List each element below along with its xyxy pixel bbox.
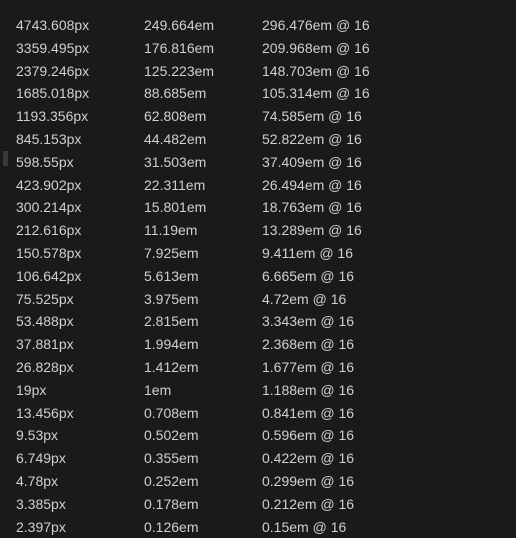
px-cell: 37.881px <box>16 333 144 356</box>
em-at-16-cell: 6.665em @ 16 <box>262 265 500 288</box>
em-at-16-cell: 74.585em @ 16 <box>262 105 500 128</box>
em-at-16-cell: 2.368em @ 16 <box>262 333 500 356</box>
em-cell: 22.311em <box>144 174 262 197</box>
px-cell: 3.385px <box>16 493 144 516</box>
px-cell: 1685.018px <box>16 82 144 105</box>
table-row[interactable]: 1193.356px62.808em74.585em @ 16 <box>16 105 500 128</box>
em-cell: 0.502em <box>144 424 262 447</box>
em-cell: 1em <box>144 379 262 402</box>
px-cell: 423.902px <box>16 174 144 197</box>
table-row[interactable]: 3359.495px176.816em209.968em @ 16 <box>16 37 500 60</box>
em-cell: 249.664em <box>144 14 262 37</box>
table-row[interactable]: 1685.018px88.685em105.314em @ 16 <box>16 82 500 105</box>
em-at-16-cell: 18.763em @ 16 <box>262 196 500 219</box>
px-cell: 13.456px <box>16 402 144 425</box>
em-cell: 5.613em <box>144 265 262 288</box>
px-cell: 75.525px <box>16 288 144 311</box>
px-cell: 1193.356px <box>16 105 144 128</box>
px-cell: 53.488px <box>16 310 144 333</box>
px-cell: 845.153px <box>16 128 144 151</box>
px-cell: 598.55px <box>16 151 144 174</box>
em-cell: 31.503em <box>144 151 262 174</box>
px-cell: 6.749px <box>16 447 144 470</box>
table-row[interactable]: 13.456px0.708em0.841em @ 16 <box>16 402 500 425</box>
em-at-16-cell: 296.476em @ 16 <box>262 14 500 37</box>
px-cell: 4743.608px <box>16 14 144 37</box>
em-at-16-cell: 9.411em @ 16 <box>262 242 500 265</box>
table-row[interactable]: 6.749px0.355em0.422em @ 16 <box>16 447 500 470</box>
px-cell: 3359.495px <box>16 37 144 60</box>
em-at-16-cell: 0.422em @ 16 <box>262 447 500 470</box>
px-cell: 4.78px <box>16 470 144 493</box>
em-at-16-cell: 26.494em @ 16 <box>262 174 500 197</box>
em-at-16-cell: 37.409em @ 16 <box>262 151 500 174</box>
em-cell: 0.252em <box>144 470 262 493</box>
em-cell: 2.815em <box>144 310 262 333</box>
px-cell: 2379.246px <box>16 60 144 83</box>
em-cell: 62.808em <box>144 105 262 128</box>
table-row[interactable]: 106.642px5.613em6.665em @ 16 <box>16 265 500 288</box>
em-cell: 0.126em <box>144 516 262 538</box>
em-cell: 15.801em <box>144 196 262 219</box>
em-at-16-cell: 0.299em @ 16 <box>262 470 500 493</box>
table-row[interactable]: 19px1em1.188em @ 16 <box>16 379 500 402</box>
em-cell: 44.482em <box>144 128 262 151</box>
em-at-16-cell: 52.822em @ 16 <box>262 128 500 151</box>
table-row[interactable]: 26.828px1.412em1.677em @ 16 <box>16 356 500 379</box>
em-at-16-cell: 0.841em @ 16 <box>262 402 500 425</box>
em-cell: 11.19em <box>144 219 262 242</box>
em-at-16-cell: 105.314em @ 16 <box>262 82 500 105</box>
em-at-16-cell: 0.596em @ 16 <box>262 424 500 447</box>
em-cell: 125.223em <box>144 60 262 83</box>
px-cell: 2.397px <box>16 516 144 538</box>
conversion-table: 4743.608px249.664em296.476em @ 163359.49… <box>16 14 500 538</box>
px-cell: 26.828px <box>16 356 144 379</box>
em-at-16-cell: 148.703em @ 16 <box>262 60 500 83</box>
em-cell: 0.708em <box>144 402 262 425</box>
em-cell: 3.975em <box>144 288 262 311</box>
table-row[interactable]: 845.153px44.482em52.822em @ 16 <box>16 128 500 151</box>
table-row[interactable]: 2379.246px125.223em148.703em @ 16 <box>16 60 500 83</box>
table-row[interactable]: 75.525px3.975em4.72em @ 16 <box>16 288 500 311</box>
table-row[interactable]: 423.902px22.311em26.494em @ 16 <box>16 174 500 197</box>
em-cell: 88.685em <box>144 82 262 105</box>
em-cell: 7.925em <box>144 242 262 265</box>
table-row[interactable]: 53.488px2.815em3.343em @ 16 <box>16 310 500 333</box>
em-at-16-cell: 3.343em @ 16 <box>262 310 500 333</box>
table-row[interactable]: 150.578px7.925em9.411em @ 16 <box>16 242 500 265</box>
table-row[interactable]: 212.616px11.19em13.289em @ 16 <box>16 219 500 242</box>
em-at-16-cell: 0.212em @ 16 <box>262 493 500 516</box>
px-cell: 150.578px <box>16 242 144 265</box>
table-row[interactable]: 9.53px0.502em0.596em @ 16 <box>16 424 500 447</box>
table-row[interactable]: 4.78px0.252em0.299em @ 16 <box>16 470 500 493</box>
table-row[interactable]: 598.55px31.503em37.409em @ 16 <box>16 151 500 174</box>
px-cell: 19px <box>16 379 144 402</box>
table-row[interactable]: 4743.608px249.664em296.476em @ 16 <box>16 14 500 37</box>
em-cell: 0.178em <box>144 493 262 516</box>
em-at-16-cell: 13.289em @ 16 <box>262 219 500 242</box>
em-at-16-cell: 1.188em @ 16 <box>262 379 500 402</box>
em-cell: 176.816em <box>144 37 262 60</box>
em-at-16-cell: 1.677em @ 16 <box>262 356 500 379</box>
table-row[interactable]: 37.881px1.994em2.368em @ 16 <box>16 333 500 356</box>
em-cell: 0.355em <box>144 447 262 470</box>
table-row[interactable]: 3.385px0.178em0.212em @ 16 <box>16 493 500 516</box>
em-cell: 1.412em <box>144 356 262 379</box>
px-cell: 106.642px <box>16 265 144 288</box>
px-cell: 9.53px <box>16 424 144 447</box>
em-at-16-cell: 0.15em @ 16 <box>262 516 500 538</box>
px-cell: 300.214px <box>16 196 144 219</box>
em-at-16-cell: 4.72em @ 16 <box>262 288 500 311</box>
em-at-16-cell: 209.968em @ 16 <box>262 37 500 60</box>
table-row[interactable]: 2.397px0.126em0.15em @ 16 <box>16 516 500 538</box>
px-cell: 212.616px <box>16 219 144 242</box>
em-cell: 1.994em <box>144 333 262 356</box>
table-row[interactable]: 300.214px15.801em18.763em @ 16 <box>16 196 500 219</box>
